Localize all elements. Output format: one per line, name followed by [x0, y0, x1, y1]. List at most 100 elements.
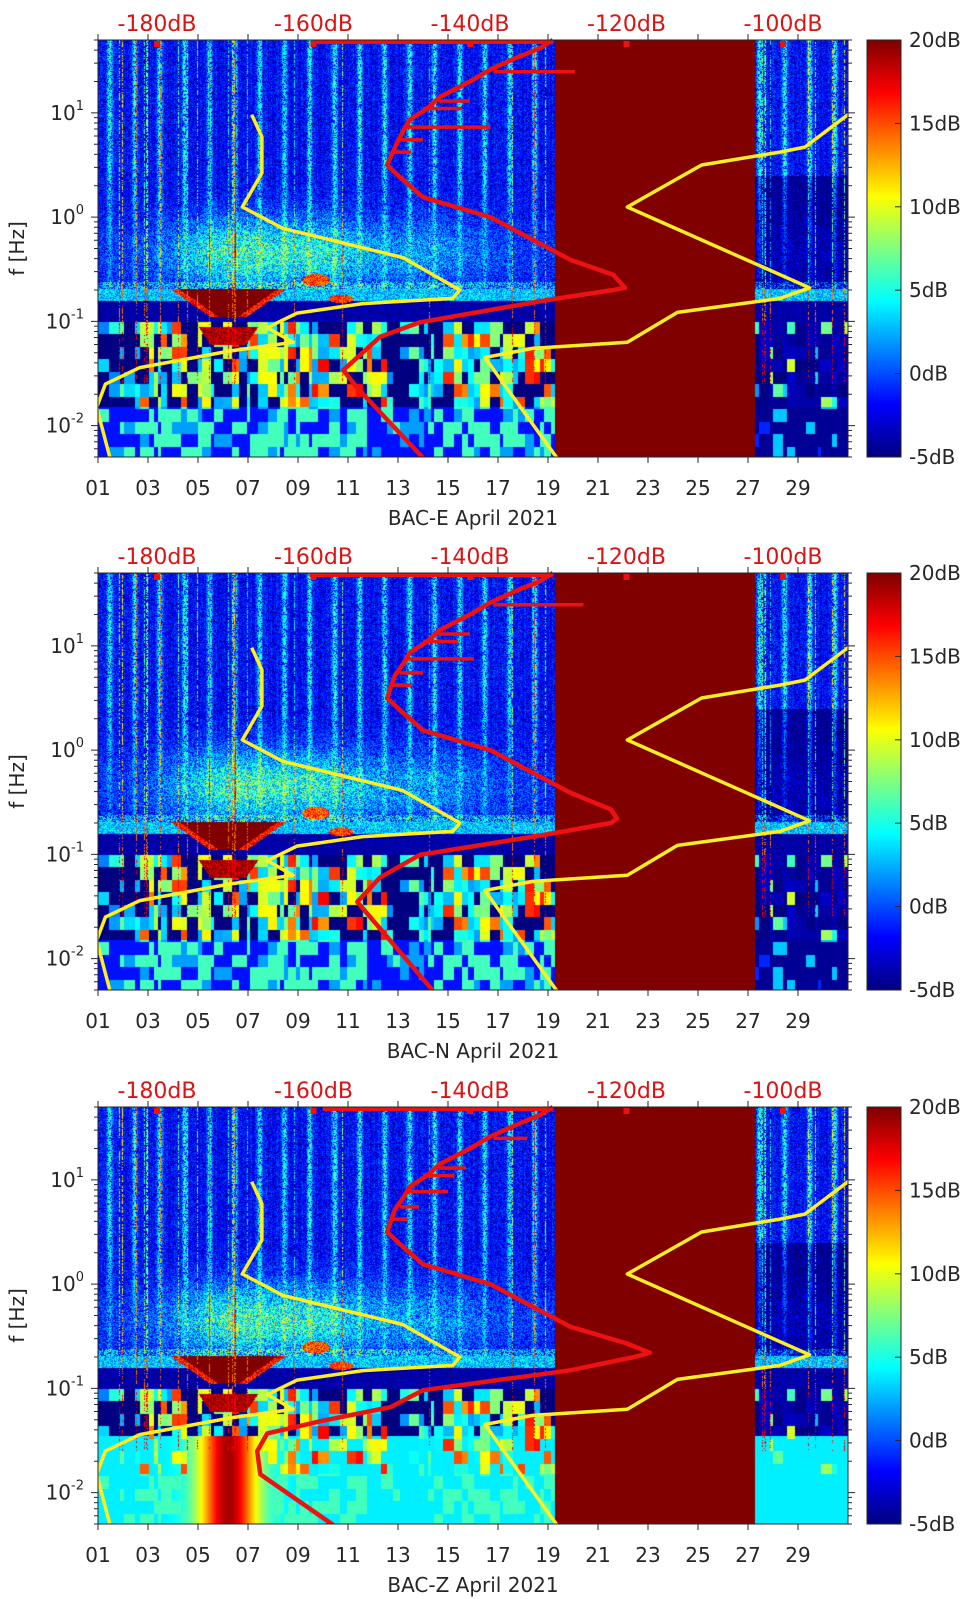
y-tick-label: 10-2 [46, 945, 84, 971]
y-tick-base: 10 [46, 842, 71, 866]
colorbar-label: 15dB [909, 111, 961, 135]
y-tick-base: 10 [50, 1168, 75, 1192]
x-axis-label: BAC-E April 2021 [388, 506, 558, 530]
x-tick-label: 21 [585, 1543, 610, 1567]
colorbar-label: 10dB [909, 1262, 961, 1286]
curves [98, 1105, 848, 1524]
colorbar [867, 40, 901, 457]
y-tick-exponent: 1 [76, 632, 84, 647]
y-tick-base: 10 [50, 1272, 75, 1296]
top-db-label: -140dB [431, 1079, 510, 1104]
colorbar-label: 5dB [909, 278, 948, 302]
x-tick-label: 03 [135, 1543, 160, 1567]
top-db-label: -160dB [274, 12, 353, 37]
x-tick-label: 29 [785, 1543, 810, 1567]
db-marker [623, 41, 630, 47]
yellow-high-noise-curve [483, 1179, 848, 1524]
curves [98, 571, 848, 990]
x-tick-label: 17 [485, 476, 510, 500]
plot-frame [97, 39, 849, 458]
y-tick-exponent: 0 [76, 203, 84, 218]
y-tick-exponent: -1 [71, 840, 84, 855]
x-axis-label: BAC-Z April 2021 [387, 1573, 558, 1597]
yellow-high-noise-curve [483, 645, 848, 990]
y-tick-label: 10-1 [46, 840, 84, 866]
x-tick-label: 03 [135, 476, 160, 500]
colorbar-label: -5dB [909, 445, 955, 469]
x-tick-label: 25 [685, 1009, 710, 1033]
top-db-label: -180dB [118, 1079, 197, 1104]
y-tick-label: 100 [50, 203, 84, 229]
yellow-low-noise-curve [98, 646, 462, 990]
y-tick-base: 10 [50, 205, 75, 229]
y-axis-label: f [Hz] [5, 221, 29, 276]
red-noise-curve [254, 1105, 653, 1524]
db-marker [780, 1108, 786, 1114]
colorbar-label: 0dB [909, 895, 948, 919]
x-tick-label: 09 [285, 1543, 310, 1567]
x-tick-label: 11 [335, 476, 360, 500]
x-tick-label: 25 [685, 1543, 710, 1567]
y-tick-base: 10 [46, 947, 71, 971]
x-tick-label: 27 [735, 1543, 760, 1567]
x-tick-label: 27 [735, 476, 760, 500]
y-tick-base: 10 [46, 309, 71, 333]
red-noise-curve [340, 38, 628, 457]
colorbar-label: 20dB [909, 28, 961, 52]
x-tick-label: 01 [85, 476, 110, 500]
x-tick-label: 07 [235, 1543, 260, 1567]
x-tick-label: 15 [435, 1009, 460, 1033]
x-tick-label: 21 [585, 1009, 610, 1033]
top-db-label: -160dB [274, 1079, 353, 1104]
x-tick-label: 05 [185, 1543, 210, 1567]
y-tick-label: 101 [50, 632, 84, 658]
x-tick-label: 11 [335, 1543, 360, 1567]
colorbar-label: 15dB [909, 644, 961, 668]
x-tick-label: 17 [485, 1543, 510, 1567]
top-db-label: -100dB [744, 12, 823, 37]
x-tick-label: 29 [785, 476, 810, 500]
y-tick-exponent: -2 [71, 1479, 84, 1494]
x-tick-label: 19 [535, 476, 560, 500]
colorbar-label: 0dB [909, 1429, 948, 1453]
colorbar-label: 20dB [909, 1095, 961, 1119]
colorbar-label: 10dB [909, 728, 961, 752]
db-marker [154, 41, 160, 47]
x-tick-label: 25 [685, 476, 710, 500]
db-marker [310, 1108, 317, 1114]
x-tick-label: 09 [285, 476, 310, 500]
x-tick-label: 13 [385, 476, 410, 500]
y-tick-label: 100 [50, 1270, 84, 1296]
y-tick-exponent: -2 [71, 945, 84, 960]
colorbar-label: 5dB [909, 811, 948, 835]
x-tick-label: 23 [635, 476, 660, 500]
x-tick-label: 23 [635, 1009, 660, 1033]
x-tick-label: 05 [185, 476, 210, 500]
y-tick-base: 10 [46, 1376, 71, 1400]
colorbar [867, 1107, 901, 1524]
colorbar-label: -5dB [909, 978, 955, 1002]
y-tick-base: 10 [50, 634, 75, 658]
y-axis-label: f [Hz] [5, 754, 29, 809]
x-tick-label: 15 [435, 476, 460, 500]
x-tick-label: 15 [435, 1543, 460, 1567]
top-db-label: -160dB [274, 545, 353, 570]
y-tick-base: 10 [46, 1481, 71, 1505]
top-db-label: -100dB [744, 1079, 823, 1104]
x-tick-label: 01 [85, 1009, 110, 1033]
x-tick-label: 19 [535, 1009, 560, 1033]
db-marker [467, 41, 473, 47]
colorbar-frame [866, 1106, 902, 1525]
x-tick-label: 07 [235, 1009, 260, 1033]
db-marker [154, 574, 160, 580]
y-tick-label: 10-1 [46, 1374, 84, 1400]
y-tick-base: 10 [46, 414, 71, 438]
x-tick-label: 07 [235, 476, 260, 500]
x-axis-label: BAC-N April 2021 [387, 1039, 560, 1063]
colorbar-label: 0dB [909, 362, 948, 386]
top-db-label: -140dB [431, 12, 510, 37]
colorbar-label: -5dB [909, 1512, 955, 1536]
y-tick-exponent: 0 [76, 1270, 84, 1285]
